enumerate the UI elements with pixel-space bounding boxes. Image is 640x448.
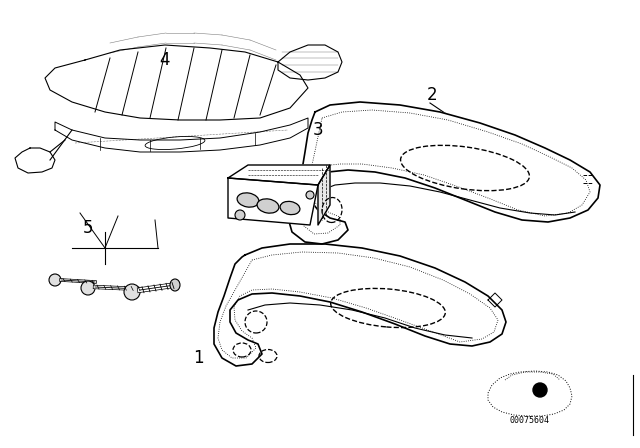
Circle shape bbox=[81, 281, 95, 295]
Ellipse shape bbox=[237, 193, 259, 207]
Circle shape bbox=[49, 274, 61, 286]
Ellipse shape bbox=[257, 199, 279, 213]
Text: 4: 4 bbox=[160, 51, 170, 69]
Circle shape bbox=[533, 383, 547, 397]
Polygon shape bbox=[278, 45, 342, 80]
Ellipse shape bbox=[170, 279, 180, 291]
Text: 00075604: 00075604 bbox=[510, 415, 550, 425]
Polygon shape bbox=[228, 165, 330, 185]
Text: 2: 2 bbox=[427, 86, 437, 104]
Circle shape bbox=[235, 210, 245, 220]
Circle shape bbox=[306, 191, 314, 199]
Polygon shape bbox=[214, 244, 506, 366]
Text: 1: 1 bbox=[193, 349, 204, 367]
Text: 5: 5 bbox=[83, 219, 93, 237]
Ellipse shape bbox=[280, 201, 300, 215]
Text: 3: 3 bbox=[313, 121, 323, 139]
Polygon shape bbox=[318, 165, 330, 225]
Polygon shape bbox=[288, 102, 600, 244]
Polygon shape bbox=[15, 148, 55, 173]
Polygon shape bbox=[55, 118, 308, 152]
Polygon shape bbox=[228, 178, 318, 225]
Polygon shape bbox=[45, 45, 308, 120]
Circle shape bbox=[124, 284, 140, 300]
